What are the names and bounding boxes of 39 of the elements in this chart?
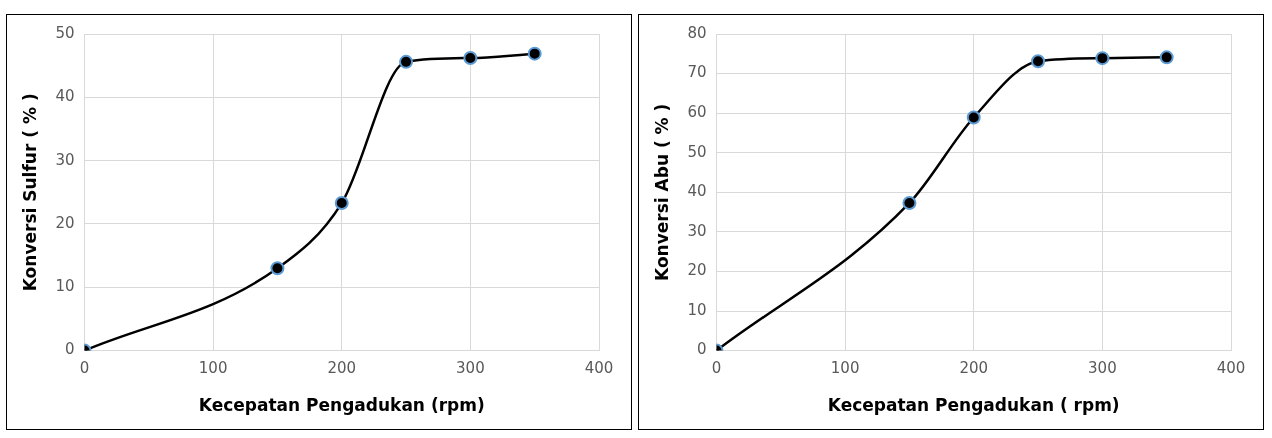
point xyxy=(1159,50,1174,65)
x-axis-title: Kecepatan Pengadukan ( rpm) xyxy=(827,395,1120,416)
y-tick-label: 80 xyxy=(687,23,707,42)
point xyxy=(527,46,542,61)
x-tick-label: 400 xyxy=(584,359,614,378)
y-tick-label: 0 xyxy=(64,340,75,359)
x-tick-label: 300 xyxy=(1088,359,1117,378)
point xyxy=(270,261,285,276)
x-tick-label: 300 xyxy=(456,359,485,378)
y-tick-label: 40 xyxy=(687,182,707,201)
x-tick-label: 100 xyxy=(198,359,228,378)
x-tick-label: 0 xyxy=(79,359,90,378)
point xyxy=(399,54,414,69)
y-tick-label: 60 xyxy=(687,103,707,122)
point xyxy=(902,195,917,210)
point xyxy=(1031,54,1046,69)
point xyxy=(334,196,349,211)
y-tick-label: 30 xyxy=(55,150,75,169)
y-tick-label: 50 xyxy=(55,23,75,42)
x-axis-title: Kecepatan Pengadukan (rpm) xyxy=(198,395,485,416)
y-tick-label: 20 xyxy=(687,261,707,280)
x-tick-label: 200 xyxy=(327,359,357,378)
y-tick-label: 70 xyxy=(687,63,707,82)
y-tick-label: 20 xyxy=(55,213,75,232)
point xyxy=(1095,51,1110,66)
y-tick-label: 50 xyxy=(687,142,707,161)
y-axis-title: Konversi Abu ( % ) xyxy=(651,103,672,281)
y-tick-label: 40 xyxy=(55,87,75,106)
y-tick-label: 30 xyxy=(687,221,707,240)
point xyxy=(966,110,981,125)
x-tick-label: 200 xyxy=(959,359,989,378)
x-tick-label: 400 xyxy=(1216,359,1246,378)
y-tick-label: 0 xyxy=(696,340,707,359)
point xyxy=(463,51,478,66)
x-tick-label: 100 xyxy=(830,359,860,378)
x-tick-label: 0 xyxy=(711,359,722,378)
y-tick-label: 10 xyxy=(687,300,707,319)
y-tick-label: 10 xyxy=(55,277,75,296)
y-axis-title: Konversi Sulfur ( % ) xyxy=(19,93,40,292)
